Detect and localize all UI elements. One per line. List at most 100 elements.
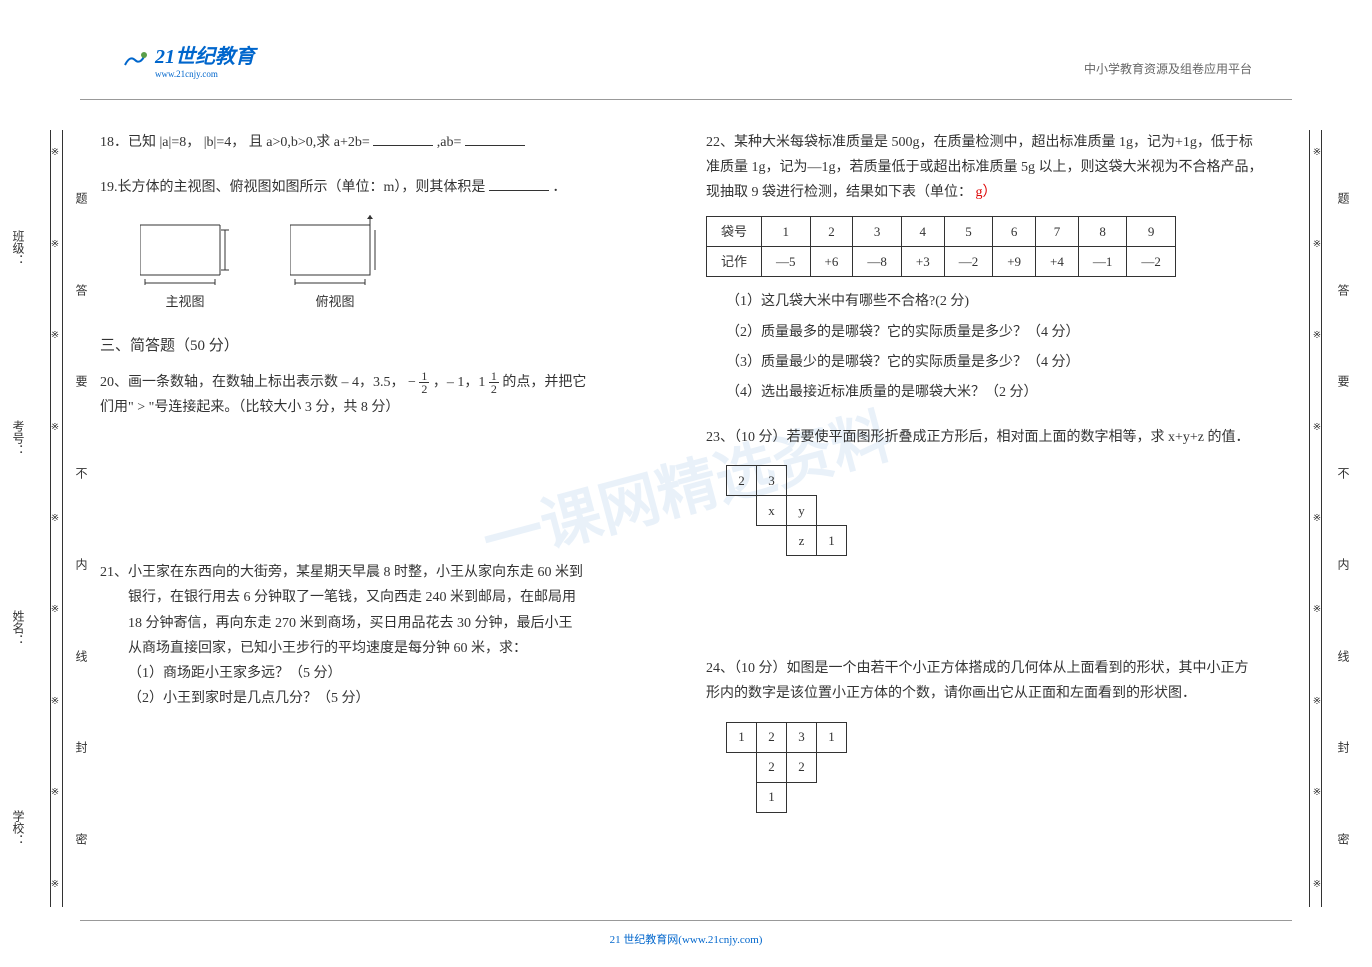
margin-char: 要 <box>1282 375 1352 387</box>
q19-period: ． <box>552 180 566 195</box>
question-20: 20、画一条数轴，在数轴上标出表示数 – 4，3.5， − 12 ，– 1，1 … <box>100 370 666 420</box>
margin-symbol: ※ <box>20 330 90 341</box>
q22-table: 袋号 123 456 789 记作 —5+6—8 +3—2+9 +4—1—2 <box>706 216 1176 278</box>
logo-text: 21世纪教育 <box>155 40 255 69</box>
q21-sub2: （2）小王到家时是几点几分？（5 分） <box>100 686 666 711</box>
q19-blank <box>489 190 549 191</box>
margin-char: 线 <box>1282 650 1352 662</box>
margin-char: 内 <box>20 558 90 570</box>
page-header: 21世纪教育 www.21cnjy.com 中小学教育资源及组卷应用平台 <box>80 40 1292 100</box>
q21-line3: 18 分钟寄信，再向东走 270 米到商场，买日用品花去 30 分钟，最后小王 <box>100 611 666 636</box>
margin-char: 要 <box>20 375 90 387</box>
front-view-svg: 4 1 3 <box>140 215 230 285</box>
margin-symbol: ※ <box>1282 147 1352 158</box>
q23-net: 2 3 x y z 1 <box>726 465 1272 556</box>
q18-blank1 <box>373 145 433 146</box>
margin-char: 封 <box>20 741 90 753</box>
q18-prefix: 18．已知 <box>100 135 156 150</box>
margin-char: 密 <box>20 833 90 845</box>
q22-sub4: （4）选出最接近标准质量的是哪袋大米？（2 分） <box>726 380 1272 405</box>
top-view-label: 俯视图 <box>290 290 380 313</box>
page-footer: 21 世纪教育网(www.21cnjy.com) <box>80 920 1292 947</box>
q23-text: 23、（10 分）若要使平面图形折叠成正方形后，相对面上面的数字相等，求 x+y… <box>706 425 1272 450</box>
q18-abs-a: |a|=8， <box>160 135 201 150</box>
margin-symbol: ※ <box>20 239 90 250</box>
top-view: 4 3 俯视图 <box>290 215 380 313</box>
q24-line2: 形内的数字是该位置小正方体的个数，请你画出它从正面和左面看到的形状图． <box>706 681 1272 706</box>
right-column: 22、某种大米每袋标准质量是 500g，在质量检测中，超出标准质量 1g，记为+… <box>706 130 1272 907</box>
q18-cond: 且 a>0,b>0,求 a+2b= <box>249 135 370 150</box>
q22-line1: 22、某种大米每袋标准质量是 500g，在质量检测中，超出标准质量 1g，记为+… <box>706 130 1272 155</box>
margin-label-id: 考号： <box>10 420 27 456</box>
q22-unit: g） <box>976 185 997 200</box>
margin-symbol: ※ <box>20 604 90 615</box>
margin-symbol: ※ <box>20 513 90 524</box>
question-19: 19.长方体的主视图、俯视图如图所示（单位：m），则其体积是 ． 4 <box>100 175 666 314</box>
q19-text: 19.长方体的主视图、俯视图如图所示（单位：m），则其体积是 <box>100 180 485 195</box>
q22-sub1: （1）这几袋大米中有哪些不合格?(2 分) <box>726 289 1272 314</box>
q20-part2: ，– 1，1 <box>433 375 486 390</box>
margin-char: 题 <box>20 192 90 204</box>
logo-url: www.21cnjy.com <box>155 69 255 79</box>
margin-symbol: ※ <box>1282 422 1352 433</box>
margin-char: 不 <box>1282 467 1352 479</box>
table-row: 袋号 123 456 789 <box>707 216 1176 246</box>
q24-net: 1 2 3 1 2 2 1 <box>726 722 1272 813</box>
question-21: 21、小王家在东西向的大街旁，某星期天早晨 8 时整，小王从家向东走 60 米到… <box>100 560 666 711</box>
margin-symbol: ※ <box>1282 787 1352 798</box>
margin-symbol: ※ <box>1282 604 1352 615</box>
left-margin: 学校： 姓名： 考号： 班级： ※ 题 ※ 答 ※ 要 ※ 不 ※ 内 ※ 线 … <box>20 130 90 907</box>
right-margin: ※ 题 ※ 答 ※ 要 ※ 不 ※ 内 ※ 线 ※ 封 ※ 密 ※ <box>1282 130 1352 907</box>
q20-part1: 20、画一条数轴，在数轴上标出表示数 – 4，3.5， <box>100 375 405 390</box>
margin-symbol: ※ <box>20 696 90 707</box>
header-right-text: 中小学教育资源及组卷应用平台 <box>1084 60 1252 77</box>
margin-symbol: ※ <box>20 879 90 890</box>
front-view-label: 主视图 <box>140 290 230 313</box>
q20-part3: 的点，并把它 <box>502 375 586 390</box>
table-row: 记作 —5+6—8 +3—2+9 +4—1—2 <box>707 246 1176 276</box>
q18-abs-b: |b|=4， <box>204 135 246 150</box>
question-23: 23、（10 分）若要使平面图形折叠成正方形后，相对面上面的数字相等，求 x+y… <box>706 425 1272 556</box>
margin-symbol: ※ <box>1282 239 1352 250</box>
margin-char: 答 <box>20 284 90 296</box>
margin-symbol: ※ <box>20 422 90 433</box>
margin-symbol: ※ <box>20 147 90 158</box>
question-22: 22、某种大米每袋标准质量是 500g，在质量检测中，超出标准质量 1g，记为+… <box>706 130 1272 405</box>
margin-char: 内 <box>1282 558 1352 570</box>
question-18: 18．已知 |a|=8， |b|=4， 且 a>0,b>0,求 a+2b= ,a… <box>100 130 666 155</box>
q18-comma: ,ab= <box>437 135 462 150</box>
margin-char: 封 <box>1282 741 1352 753</box>
front-view: 4 1 3 主视图 <box>140 215 230 313</box>
logo-icon <box>120 45 150 75</box>
margin-symbol: ※ <box>1282 879 1352 890</box>
margin-char: 答 <box>1282 284 1352 296</box>
q21-line1: 21、小王家在东西向的大街旁，某星期天早晨 8 时整，小王从家向东走 60 米到 <box>100 560 666 585</box>
q20-neg: − <box>408 375 416 390</box>
margin-symbol: ※ <box>1282 330 1352 341</box>
logo: 21世纪教育 www.21cnjy.com <box>120 40 255 79</box>
section-3-title: 三、简答题（50 分） <box>100 334 666 355</box>
question-24: 24、（10 分）如图是一个由若干个小正方体搭成的几何体从上面看到的形状，其中小… <box>706 656 1272 812</box>
content: 18．已知 |a|=8， |b|=4， 且 a>0,b>0,求 a+2b= ,a… <box>100 130 1272 907</box>
margin-char: 密 <box>1282 833 1352 845</box>
q18-blank2 <box>465 145 525 146</box>
q21-line2: 银行，在银行用去 6 分钟取了一笔钱，又向西走 240 米到邮局，在邮局用 <box>100 585 666 610</box>
q22-sub3: （3）质量最少的是哪袋？它的实际质量是多少？（4 分） <box>726 350 1272 375</box>
q22-line3: 现抽取 9 袋进行检测，结果如下表（单位： <box>706 185 972 200</box>
q22-sub2: （2）质量最多的是哪袋？它的实际质量是多少？（4 分） <box>726 320 1272 345</box>
margin-symbol: ※ <box>1282 696 1352 707</box>
top-view-svg: 4 3 <box>290 215 380 285</box>
q22-line2: 准质量 1g，记为—1g，若质量低于或超出标准质量 5g 以上，则这袋大米视为不… <box>706 155 1272 180</box>
left-column: 18．已知 |a|=8， |b|=4， 且 a>0,b>0,求 a+2b= ,a… <box>100 130 666 907</box>
q21-sub1: （1）商场距小王家多远？（5 分） <box>100 661 666 686</box>
margin-label-name: 姓名： <box>10 610 27 646</box>
margin-char: 不 <box>20 467 90 479</box>
margin-symbol: ※ <box>20 787 90 798</box>
q24-line1: 24、（10 分）如图是一个由若干个小正方体搭成的几何体从上面看到的形状，其中小… <box>706 656 1272 681</box>
q22-row2-label: 记作 <box>707 246 762 276</box>
margin-char: 题 <box>1282 192 1352 204</box>
q21-line4: 从商场直接回家，已知小王步行的平均速度是每分钟 60 米，求： <box>100 636 666 661</box>
q20-line2: 们用" > "号连接起来。（比较大小 3 分，共 8 分） <box>100 395 666 420</box>
margin-label-class: 班级： <box>10 230 27 266</box>
margin-label-school: 学校： <box>10 810 27 846</box>
